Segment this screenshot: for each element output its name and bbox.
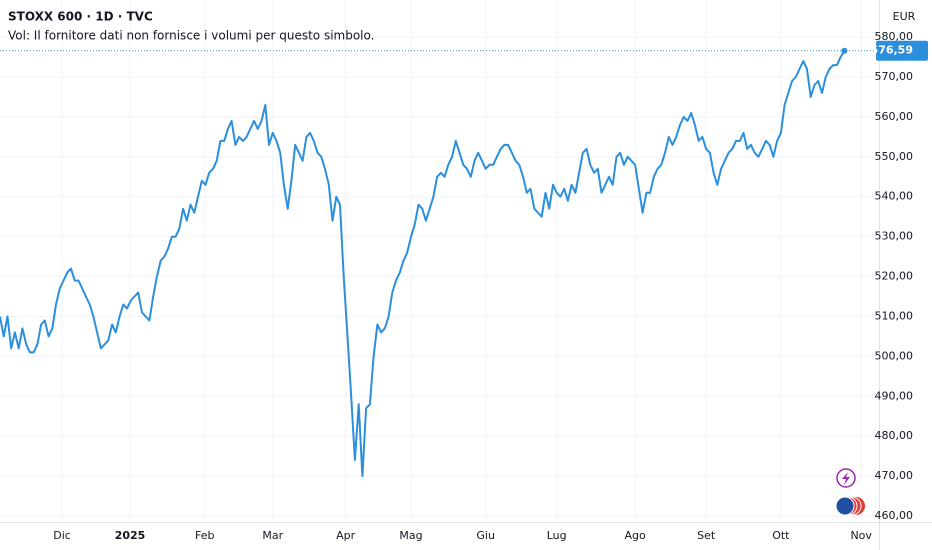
y-tick-label: 570,00: [875, 70, 914, 83]
last-point: [841, 47, 848, 54]
y-tick-label: 520,00: [875, 270, 914, 283]
y-tick-label: 510,00: [875, 309, 914, 322]
x-tick-label: 2025: [115, 529, 146, 542]
y-tick-label: 500,00: [875, 349, 914, 362]
y-tick-label: 460,00: [875, 509, 914, 522]
x-tick-label: Mag: [399, 529, 422, 542]
price-tag: [876, 40, 928, 61]
x-tick-label: Ago: [625, 529, 647, 542]
y-tick-label: 540,00: [875, 190, 914, 203]
y-tick-label: 560,00: [875, 110, 914, 123]
y-tick-label: 480,00: [875, 429, 914, 442]
x-tick-label: Apr: [336, 529, 356, 542]
chart-title: STOXX 600 · 1D · TVC: [8, 10, 153, 24]
icons: [835, 468, 865, 516]
event-icon[interactable]: [835, 496, 855, 516]
flash-glyph: [842, 472, 850, 485]
y-tick-label: 580,00: [875, 30, 914, 43]
y-tick-label: 530,00: [875, 230, 914, 243]
y-tick-label: 550,00: [875, 150, 914, 163]
x-tick-label: Mar: [262, 529, 283, 542]
x-tick-label: Set: [697, 529, 716, 542]
price-line: [0, 50, 846, 478]
x-tick-label: Giu: [476, 529, 495, 542]
x-tick-label: Nov: [850, 529, 872, 542]
x-tick-label: Ott: [772, 529, 790, 542]
x-tick-label: Feb: [195, 529, 214, 542]
x-tick-label: Lug: [547, 529, 567, 542]
y-tick-label: 490,00: [875, 389, 914, 402]
x-tick-label: Dic: [53, 529, 71, 542]
chart-subtitle: Vol: Il fornitore dati non fornisce i vo…: [8, 29, 374, 43]
price-tag-label: 576,59: [871, 44, 913, 57]
y-tick-label: 470,00: [875, 469, 914, 482]
currency[interactable]: EUR: [893, 10, 916, 23]
